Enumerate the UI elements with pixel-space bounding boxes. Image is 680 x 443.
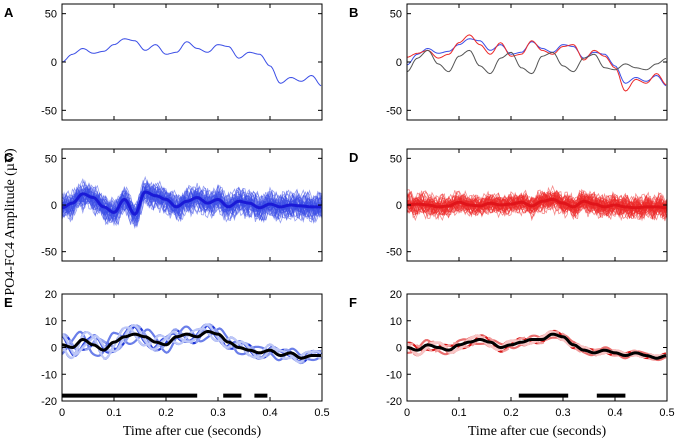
x-tick-label: 0.1 — [106, 407, 121, 419]
panel-f: -20 -10 0 10 20 0 0.1 0.2 0.3 0.4 0.5 F Time after c… — [349, 289, 675, 439]
trial-trace — [62, 185, 322, 221]
band-trace — [62, 326, 322, 360]
x-tick-label: 0.5 — [314, 407, 329, 419]
y-tick-label: 20 — [45, 289, 57, 301]
x-tick-label: 0 — [59, 407, 65, 419]
y-tick-label: -10 — [386, 369, 402, 381]
plot-area — [407, 329, 667, 362]
x-axis-label: Time after cue (seconds) — [123, 424, 262, 439]
x-tick-label: 0.4 — [607, 407, 622, 419]
y-tick-label: -50 — [386, 247, 402, 259]
x-tick-label: 0.2 — [158, 407, 173, 419]
panel-letter: F — [349, 295, 357, 310]
y-tick-label: 0 — [51, 200, 57, 212]
trial-trace — [62, 182, 322, 227]
y-tick-label: 0 — [396, 57, 402, 69]
y-axis-label: PO4-FC4 Amplitude (µV) — [3, 148, 18, 296]
x-tick-label: 0 — [404, 407, 410, 419]
series-blue — [407, 38, 667, 87]
x-tick-label: 0.5 — [659, 407, 674, 419]
panel-letter: E — [4, 295, 13, 310]
panel-letter: C — [4, 150, 14, 165]
x-tick-label: 0.3 — [210, 407, 225, 419]
panel-c: -50 0 50 C — [4, 148, 323, 262]
y-tick-label: -20 — [41, 396, 57, 408]
plot-area — [62, 175, 322, 230]
series-gray — [407, 49, 667, 75]
x-tick-label: 0.2 — [503, 407, 518, 419]
panel-d: -50 0 50 D — [349, 148, 668, 262]
plot-area — [407, 184, 667, 222]
series-average — [62, 330, 321, 360]
y-tick-label: -10 — [41, 369, 57, 381]
plot-area — [62, 38, 322, 87]
trial-trace — [407, 192, 667, 217]
axes-frame — [61, 293, 323, 402]
y-tick-label: 50 — [45, 9, 57, 21]
y-tick-label: 0 — [51, 343, 57, 355]
series-average — [62, 190, 321, 216]
panel-e: -20 -10 0 10 20 0 0.1 0.2 0.3 0.4 0.5 E Time after c… — [4, 289, 330, 439]
x-tick-label: 0.3 — [555, 407, 570, 419]
trial-trace — [62, 186, 322, 224]
y-tick-label: 50 — [45, 153, 57, 165]
panel-letter: B — [349, 5, 358, 20]
axes-frame — [61, 3, 323, 121]
panel-b: -50 0 50 B — [349, 3, 668, 121]
panel-a: -50 0 50 A — [4, 3, 323, 121]
y-tick-label: 10 — [45, 316, 57, 328]
panel-letter: D — [349, 150, 358, 165]
x-axis-label: Time after cue (seconds) — [468, 424, 607, 439]
y-tick-label: 0 — [51, 57, 57, 69]
y-tick-label: 50 — [390, 153, 402, 165]
plot-area — [407, 34, 667, 92]
series-red — [407, 34, 667, 92]
plot-area — [62, 323, 322, 365]
band-trace — [62, 323, 322, 364]
y-tick-label: 0 — [396, 200, 402, 212]
series-average — [407, 197, 667, 210]
y-tick-label: -50 — [41, 105, 57, 117]
y-tick-label: 50 — [390, 9, 402, 21]
x-tick-label: 0.1 — [451, 407, 466, 419]
y-tick-label: 10 — [390, 316, 402, 328]
y-tick-label: -50 — [41, 247, 57, 259]
trial-trace — [62, 182, 322, 223]
y-tick-label: 0 — [396, 343, 402, 355]
y-tick-label: 20 — [390, 289, 402, 301]
axes-frame — [406, 3, 668, 121]
series-average — [407, 332, 667, 360]
series-single-trial — [62, 38, 322, 87]
y-tick-label: -20 — [386, 396, 402, 408]
y-tick-label: -50 — [386, 105, 402, 117]
x-tick-label: 0.4 — [262, 407, 277, 419]
panel-letter: A — [4, 5, 14, 20]
